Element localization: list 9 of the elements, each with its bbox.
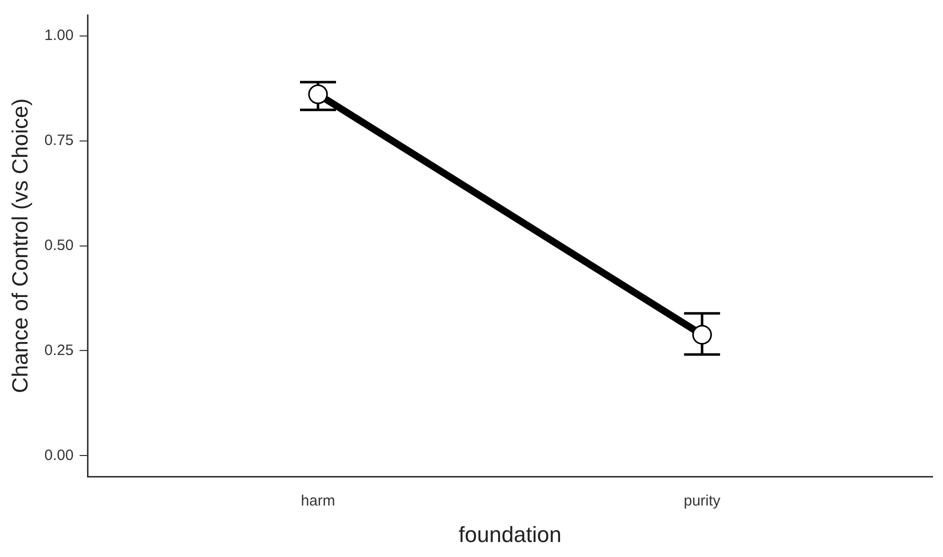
y-tick-label: 0.00 (44, 446, 74, 464)
x-tick-label: purity (684, 492, 721, 510)
y-tick-label: 0.75 (44, 132, 74, 150)
y-axis-title: Chance of Control (vs Choice) (7, 98, 32, 394)
x-tick-label: harm (300, 492, 336, 510)
y-tick-label: 0.50 (44, 236, 74, 254)
y-tick-label: 0.25 (44, 342, 74, 359)
y-tick-label: 1.00 (44, 27, 74, 44)
x-axis-title: foundation (458, 522, 562, 547)
